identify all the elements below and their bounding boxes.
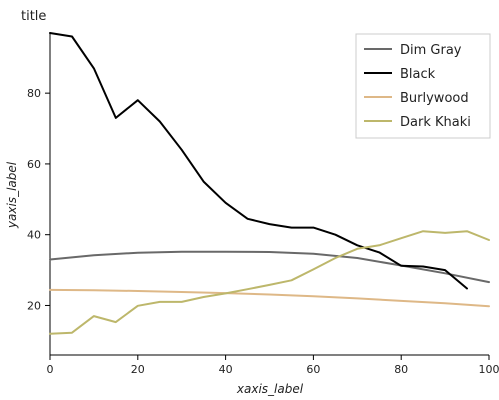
chart-title: title — [21, 9, 46, 24]
y-tick-label: 80 — [27, 87, 41, 100]
x-tick-label: 80 — [394, 363, 408, 376]
series-line-black — [49, 32, 468, 290]
x-tick-label: 100 — [479, 363, 499, 376]
x-axis-label: xaxis_label — [236, 382, 304, 396]
series-line-dim-gray — [49, 250, 490, 284]
legend-label-burlywood: Burlywood — [400, 91, 469, 106]
series-line-dark-khaki — [49, 230, 490, 335]
y-tick-label: 60 — [27, 158, 41, 171]
x-tick-label: 0 — [47, 363, 54, 376]
series-line-burlywood — [49, 288, 490, 308]
legend-label-dim-gray: Dim Gray — [400, 43, 462, 58]
legend: Dim Gray Black Burlywood Dark Khaki — [355, 33, 491, 139]
y-tick-label: 20 — [27, 299, 41, 312]
series-layer — [49, 32, 490, 335]
legend-label-black: Black — [400, 67, 436, 82]
y-tick-label: 40 — [27, 229, 41, 242]
axes: 20 40 60 80 0 20 40 60 80 100 — [27, 33, 499, 376]
x-tick-label: 40 — [219, 363, 233, 376]
y-axis-label: yaxis_label — [5, 161, 19, 229]
x-tick-label: 20 — [131, 363, 145, 376]
x-tick-label: 60 — [306, 363, 320, 376]
legend-label-dark-khaki: Dark Khaki — [400, 115, 471, 130]
